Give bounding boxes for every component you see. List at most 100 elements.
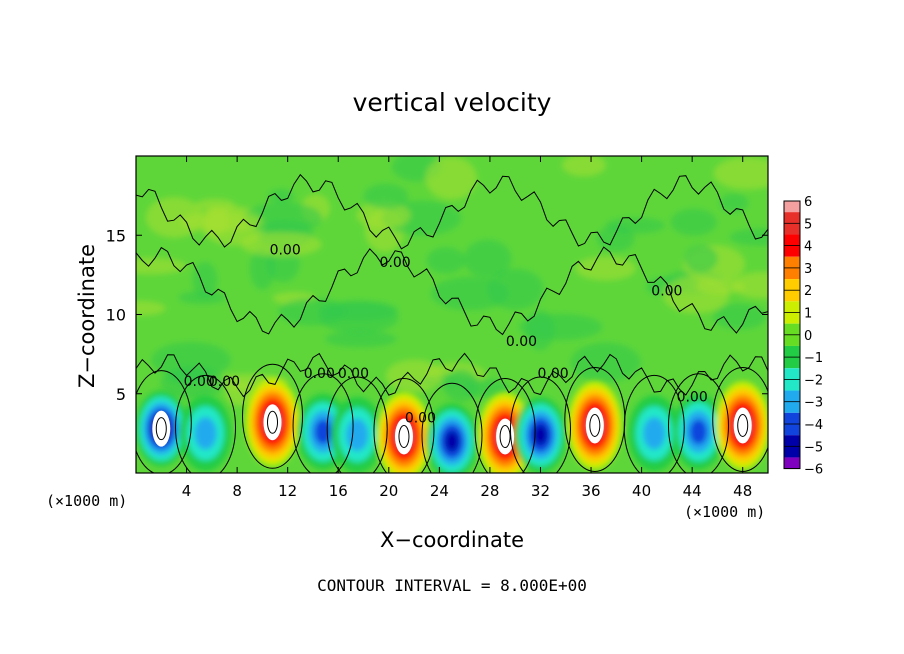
colorbar-segment — [784, 290, 800, 313]
colorbar-segment — [784, 223, 800, 246]
cell-contour — [474, 378, 536, 473]
x-tick-label: 24 — [430, 482, 449, 500]
cell-core-contour — [737, 413, 749, 437]
x-tick-label: 20 — [379, 482, 398, 500]
field-patch — [249, 246, 276, 290]
field-patch — [356, 202, 411, 229]
colorbar-label: 5 — [804, 217, 812, 232]
colorbar-label: −2 — [804, 373, 823, 388]
cell-contour — [421, 382, 483, 473]
x-tick-label: 40 — [632, 482, 651, 500]
field-patch — [729, 228, 768, 246]
cell-core-contour — [499, 425, 511, 449]
field-patch — [684, 244, 718, 273]
field-patch — [268, 188, 295, 204]
cell-core — [394, 418, 413, 455]
colorbar-swatch — [784, 290, 800, 302]
field-patch — [192, 261, 218, 299]
field-patch — [178, 290, 226, 304]
colorbar-segment — [784, 245, 800, 268]
colorbar: 6 5 4 3 2 1 0 −1 −2 −3 −4 −5 −6 — [783, 195, 823, 478]
field-patch — [151, 342, 231, 379]
x-tick-label: 8 — [232, 482, 242, 500]
cell-core — [733, 407, 752, 444]
colorbar-swatch — [784, 424, 800, 436]
contour-label: 0.00 — [209, 374, 240, 390]
colorbar-swatch — [784, 323, 800, 335]
colorbar-swatch — [784, 401, 800, 413]
contour-label: 0.00 — [304, 366, 335, 382]
x-tick-label: 28 — [480, 482, 499, 500]
colorbar-segment — [784, 267, 800, 291]
x-tick-label: 12 — [278, 482, 297, 500]
field-patch — [240, 232, 322, 257]
downdraft-cell — [331, 396, 384, 473]
cell-level — [444, 430, 460, 452]
cell-core — [585, 407, 604, 444]
colorbar-label: 2 — [804, 284, 812, 299]
colorbar-label: −3 — [804, 396, 823, 411]
x-tick-label: 48 — [733, 482, 752, 500]
cell-core — [496, 418, 515, 455]
contour-interval-note: CONTOUR INTERVAL = 8.000E+00 — [317, 576, 587, 595]
field-patch — [732, 271, 768, 299]
colorbar-label: 3 — [804, 262, 812, 277]
colorbar-swatch — [784, 435, 800, 447]
contour-label: 0.00 — [506, 334, 537, 350]
downdraft-cell — [672, 393, 725, 470]
colorbar-segment — [784, 334, 800, 358]
colorbar-segment — [784, 379, 800, 402]
y-axis-label: Z−coordinate — [75, 244, 99, 388]
colorbar-label: −1 — [804, 351, 823, 366]
cell-contour — [292, 373, 354, 473]
colorbar-swatch — [784, 345, 800, 358]
colorbar-label: 0 — [804, 329, 812, 344]
cell-level — [194, 417, 217, 450]
field-patch — [136, 257, 187, 275]
x-tick-label: 44 — [683, 482, 702, 500]
field-patch — [695, 279, 746, 295]
colorbar-swatch — [784, 223, 800, 235]
colorbar-segment — [784, 201, 800, 224]
colorbar-segment — [784, 446, 800, 469]
field-patch — [136, 300, 166, 316]
cell-contour — [509, 376, 571, 473]
field-patch — [713, 157, 768, 190]
contour-label: 0.00 — [405, 410, 436, 426]
colorbar-swatch — [784, 301, 800, 313]
contour-label: 0.00 — [184, 374, 215, 390]
contour-label: 0.00 — [338, 366, 369, 382]
x-axis-label: X−coordinate — [0, 528, 904, 552]
downdraft-cell — [179, 395, 232, 472]
contour-label: 0.00 — [380, 255, 411, 271]
field-patch — [719, 193, 749, 213]
cell-contour — [667, 373, 729, 473]
cell-contour — [175, 374, 237, 473]
field-patch — [463, 239, 512, 279]
cell-contour — [623, 374, 685, 473]
cell-core — [263, 404, 282, 441]
cell-contour — [136, 370, 192, 473]
colorbar-swatch — [784, 357, 800, 369]
colorbar-segment — [784, 357, 800, 380]
colorbar-label: −6 — [804, 463, 823, 478]
colorbar-segment — [784, 312, 800, 335]
field-patch — [325, 330, 397, 348]
colorbar-segment — [784, 401, 800, 424]
cell-level — [533, 424, 548, 446]
field-patch — [179, 211, 262, 233]
x-tick-label: 32 — [531, 482, 550, 500]
x-tick-label: 36 — [581, 482, 600, 500]
cell-level — [643, 417, 666, 450]
x-unit-label-left: (×1000 m) — [46, 492, 128, 510]
field-patch — [430, 276, 509, 311]
x-unit-label-right: (×1000 m) — [684, 503, 766, 521]
colorbar-swatch — [784, 390, 800, 402]
downdraft-cell — [426, 403, 478, 473]
convective-cells — [136, 378, 768, 473]
field-patch — [712, 303, 767, 330]
velocity-field — [136, 156, 768, 473]
colorbar-label: 1 — [804, 307, 812, 322]
contour-lines: 0.000.00 0.000.000.000.000.000.000.000.00… — [136, 173, 768, 473]
colorbar-swatch — [784, 412, 800, 424]
